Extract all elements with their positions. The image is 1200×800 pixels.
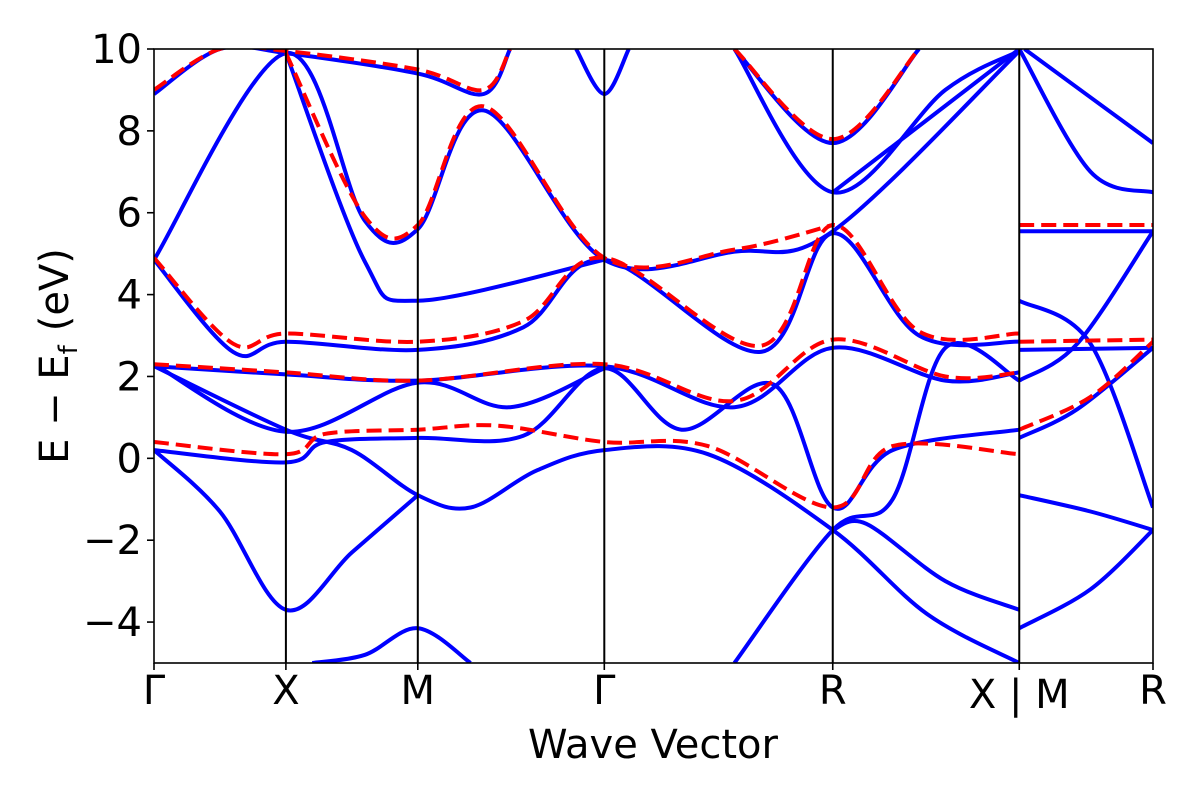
x-tick-label: R [1139, 668, 1167, 714]
x-tick-label: Γ [143, 668, 166, 714]
y-axis-label-main: E − E [32, 354, 78, 464]
solid-band-line [1019, 345, 1153, 352]
y-axis-label-unit: (eV) [32, 248, 78, 331]
y-tick-label: 8 [117, 109, 142, 155]
dashed-band-line [1019, 337, 1153, 344]
y-tick-label: 0 [117, 436, 142, 482]
x-axis-label: Wave Vector [528, 722, 779, 768]
solid-band-line [1018, 528, 1153, 630]
x-tick-label: X [272, 668, 299, 714]
solid-band-line [1018, 298, 1153, 509]
solid-band-line [831, 49, 1021, 194]
y-axis-ticks: −4 −2 0 2 4 6 8 10 [83, 27, 154, 646]
y-axis-label: E − Ef (eV) [32, 248, 84, 464]
solid-band-line [1017, 49, 1153, 195]
solid-band-line [732, 341, 1021, 663]
y-tick-label: 2 [117, 354, 142, 400]
dashed-band-series [154, 49, 1153, 510]
dashed-band-line [284, 52, 834, 270]
y-tick-label: 10 [91, 27, 142, 73]
solid-band-series [154, 49, 1153, 663]
solid-band-line [1023, 49, 1153, 145]
solid-band-line [1018, 230, 1153, 383]
plot-frame [153, 48, 1154, 664]
y-axis-label-subscript: f [54, 344, 84, 354]
dashed-band-line [1018, 340, 1153, 432]
solid-band-line [154, 362, 606, 434]
solid-band-line [732, 49, 1021, 195]
high-symmetry-lines [284, 49, 1021, 663]
solid-band-line [1018, 493, 1153, 532]
y-tick-label: 6 [117, 191, 142, 237]
band-lines [154, 49, 1153, 663]
solid-band-line [311, 626, 472, 663]
x-tick-label: R [819, 668, 847, 714]
x-axis-ticks: Γ X M Γ R X | M R [143, 663, 1167, 718]
y-tick-label: −4 [83, 600, 142, 646]
x-tick-label: M [401, 668, 436, 714]
dashed-band-line [154, 49, 512, 93]
solid-band-line [284, 52, 605, 303]
solid-band-line [154, 366, 1020, 511]
y-tick-label: −2 [83, 518, 142, 564]
solid-band-line [1018, 346, 1153, 440]
solid-band-line [832, 519, 1021, 612]
x-tick-label: X | M [969, 672, 1070, 718]
y-tick-label: 4 [117, 273, 142, 319]
dashed-band-line [154, 423, 1020, 510]
dashed-band-line [154, 337, 1020, 404]
plot-background [154, 49, 1153, 663]
dashed-band-line [154, 223, 1020, 350]
x-tick-label: Γ [593, 668, 616, 714]
